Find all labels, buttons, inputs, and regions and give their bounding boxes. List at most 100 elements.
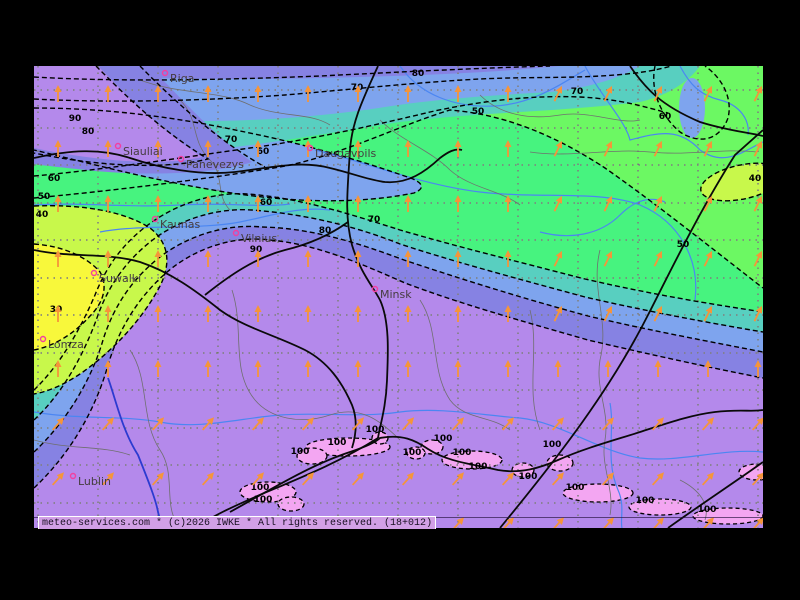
- band-blue-pocket-ne: [679, 78, 705, 138]
- city-label: Lublin: [78, 475, 111, 488]
- contour-40-oval: [700, 162, 763, 202]
- contour-label: 100: [328, 438, 347, 448]
- contour-80-corner: [139, 66, 266, 168]
- border-poland-north: [34, 249, 357, 449]
- city-marker-circle: [114, 142, 122, 150]
- wind-arrow: [454, 85, 462, 102]
- contour-label: 100: [254, 495, 273, 505]
- wind-arrow: [354, 305, 362, 322]
- contour-label: 40: [749, 174, 762, 184]
- humidity-contours: [34, 66, 763, 489]
- city-marker-circle: [69, 472, 77, 480]
- wind-arrow: [653, 305, 663, 322]
- contour-label: 80: [319, 226, 332, 236]
- wind-arrow: [201, 472, 215, 486]
- contour-label: 100: [366, 425, 385, 435]
- humidity-contour-map: 9080706080707060506050403040506070809010…: [34, 66, 763, 528]
- wind-arrow: [501, 417, 515, 431]
- contour-label: 60: [260, 198, 273, 208]
- wind-arrow: [703, 195, 713, 212]
- wind-arrow: [204, 195, 212, 212]
- city-label: Daugavpils: [315, 147, 377, 160]
- wind-arrow: [504, 360, 512, 377]
- wind-arrow: [254, 140, 262, 157]
- contour-label: 100: [251, 483, 270, 493]
- contour-label: 80: [82, 127, 95, 137]
- wind-arrow: [404, 140, 412, 157]
- wind-arrow: [703, 85, 713, 102]
- wind-arrow: [201, 417, 215, 431]
- contour-70-south: [34, 209, 763, 421]
- wind-arrow: [653, 250, 663, 267]
- contour-label: 100: [543, 440, 562, 450]
- wind-arrow: [304, 250, 312, 267]
- river: [584, 66, 763, 159]
- contour-50: [34, 109, 763, 289]
- wind-arrow: [751, 417, 763, 431]
- wind-arrow: [151, 417, 165, 431]
- wind-arrow: [504, 250, 512, 267]
- city-marker-circle: [90, 269, 98, 277]
- admin-border: [231, 289, 401, 441]
- contour-label: 70: [368, 215, 381, 225]
- wind-arrow: [753, 250, 763, 267]
- border-northeast-diagonal: [499, 129, 763, 528]
- wind-arrow: [354, 250, 362, 267]
- river: [539, 198, 666, 237]
- city-marker-circle: [39, 335, 47, 343]
- wind-arrow: [54, 305, 62, 322]
- wind-arrow: [154, 250, 162, 267]
- contour-label: 80: [412, 69, 425, 79]
- wind-arrow: [701, 472, 715, 486]
- wind-arrow: [603, 195, 613, 212]
- wind-arrow: [401, 472, 415, 486]
- wind-arrow: [254, 305, 262, 322]
- wind-arrow: [553, 140, 563, 157]
- admin-border: [179, 99, 231, 211]
- wind-arrow: [601, 517, 615, 528]
- wind-arrow: [104, 250, 112, 267]
- wind-arrow: [101, 417, 115, 431]
- wind-arrow: [304, 305, 312, 322]
- contour-label: 40: [36, 210, 49, 220]
- country-borders: [34, 66, 763, 528]
- wind-arrow: [54, 195, 62, 212]
- wind-arrow: [254, 195, 262, 212]
- wind-arrow: [454, 195, 462, 212]
- admin-border: [34, 439, 131, 456]
- wind-arrow: [651, 517, 665, 528]
- copyright-text: meteo-services.com * (c)2026 IWKE * All …: [42, 517, 433, 529]
- city-label: Riga: [170, 72, 194, 85]
- wind-arrow: [104, 85, 112, 102]
- wind-arrow: [354, 360, 362, 377]
- wind-arrow: [501, 472, 515, 486]
- contour-label: 60: [659, 112, 672, 122]
- wind-arrow: [501, 517, 515, 528]
- river: [314, 149, 697, 301]
- wind-arrow: [51, 472, 65, 486]
- wind-arrow: [354, 140, 362, 157]
- contour-label: 100: [636, 496, 655, 506]
- admin-border: [419, 299, 511, 431]
- contour-value-labels: 9080706080707060506050403040506070809010…: [36, 69, 762, 515]
- wind-arrow: [154, 140, 162, 157]
- wind-arrow: [553, 85, 563, 102]
- border-latvia-lithuania: [34, 148, 463, 184]
- wind-arrow: [454, 305, 462, 322]
- contour-40-west: [34, 205, 168, 395]
- contour-label: 100: [403, 448, 422, 458]
- wind-arrow: [404, 85, 412, 102]
- wind-arrow: [204, 250, 212, 267]
- wind-arrow: [653, 195, 663, 212]
- wind-arrow: [753, 305, 763, 322]
- saturation-blob: [406, 446, 426, 460]
- band-yellowgreen-oval-ne: [700, 163, 763, 201]
- wind-arrow: [254, 85, 262, 102]
- wind-arrow: [551, 472, 565, 486]
- city-label: Vilnius: [241, 232, 277, 245]
- saturation-blob: [296, 447, 328, 465]
- city-markers: Riga Siauliai Panevezys Daugavpils Kaunas Vil…: [39, 69, 412, 488]
- contour-70-top: [34, 66, 673, 102]
- city-marker-circle: [232, 229, 240, 237]
